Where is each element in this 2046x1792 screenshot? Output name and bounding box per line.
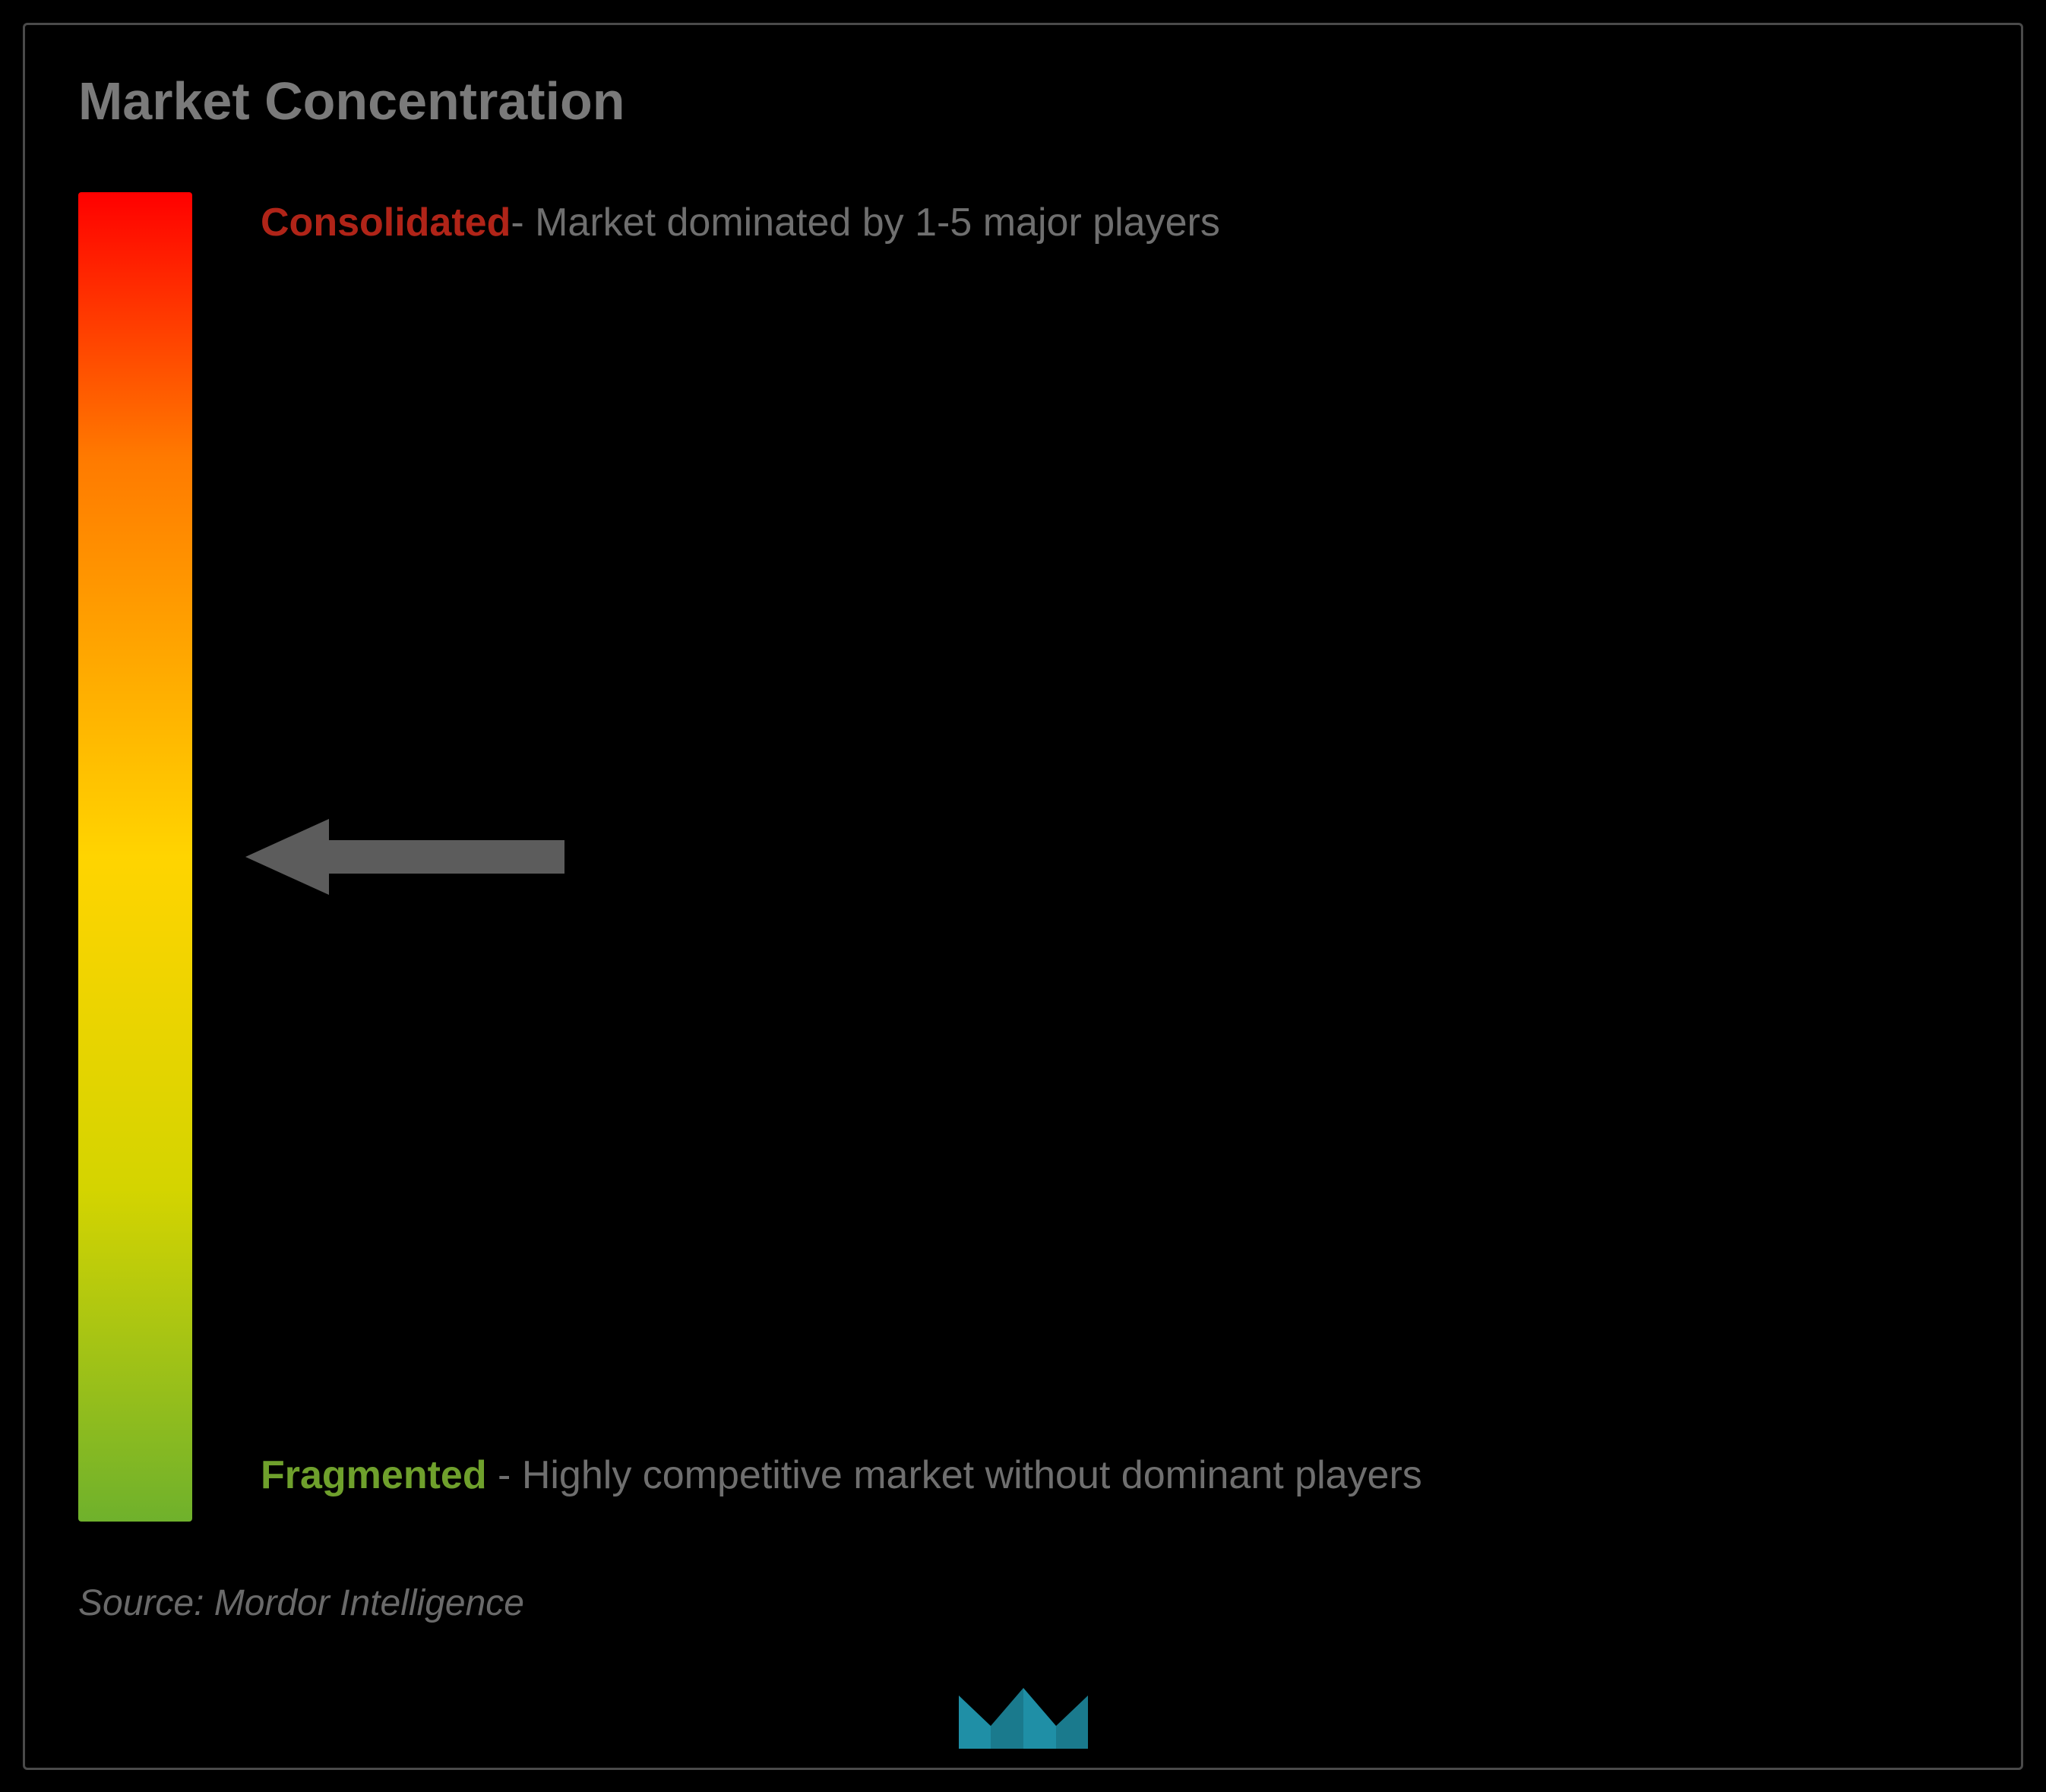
source-attribution: Source: Mordor Intelligence: [78, 1582, 1968, 1624]
card-body: Consolidated- Market dominated by 1-5 ma…: [78, 192, 1968, 1522]
market-concentration-card: Market Concentration Consolidated- Marke…: [23, 23, 2023, 1770]
fragmented-term: Fragmented: [261, 1453, 487, 1497]
consolidated-desc: - Market dominated by 1-5 major players: [511, 201, 1220, 245]
fragmented-desc: - Highly competitive market without domi…: [487, 1453, 1422, 1497]
card-title: Market Concentration: [78, 71, 1968, 131]
position-arrow: [245, 819, 564, 895]
fragmented-label: Fragmented - Highly competitive market w…: [261, 1445, 1937, 1506]
consolidated-term: Consolidated: [261, 201, 511, 245]
arrow-icon: [245, 819, 564, 895]
mordor-logo-icon: [959, 1665, 1088, 1749]
gradient-bar-wrap: [78, 192, 192, 1522]
brand-logo: [959, 1665, 1088, 1752]
consolidated-label: Consolidated- Market dominated by 1-5 ma…: [261, 192, 1937, 254]
concentration-gradient-bar: [78, 192, 192, 1522]
labels-column: Consolidated- Market dominated by 1-5 ma…: [261, 192, 1968, 1522]
